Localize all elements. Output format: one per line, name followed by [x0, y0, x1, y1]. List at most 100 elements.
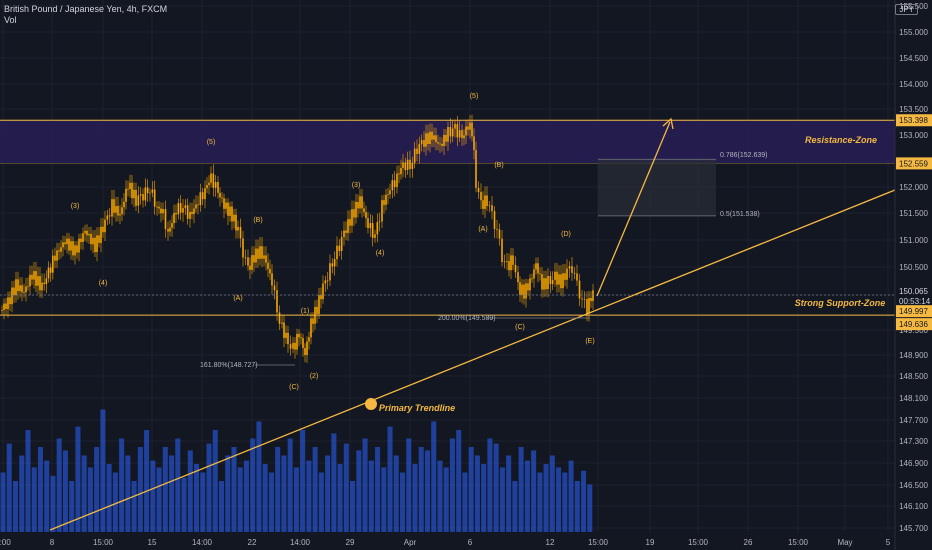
candle-body: [365, 212, 367, 219]
y-tick-label: 148.100: [899, 394, 928, 403]
candle-body: [23, 292, 25, 293]
currency-badge[interactable]: JPY: [895, 4, 918, 15]
candle-body: [556, 271, 558, 285]
candle-body: [123, 201, 125, 208]
volume-bar: [125, 455, 131, 532]
candle-body: [411, 162, 414, 170]
volume-bar: [81, 455, 87, 532]
candle-body: [229, 206, 231, 216]
y-tick-label: 154.500: [899, 54, 928, 63]
candle-body: [214, 182, 217, 188]
volume-bar: [574, 481, 580, 532]
candle-body: [235, 214, 237, 231]
volume-bar: [31, 467, 37, 532]
candle-body: [269, 268, 271, 274]
wave-label: (2): [310, 373, 319, 380]
candle-body: [324, 280, 327, 284]
tag-countdown-bg: [896, 295, 932, 307]
volume-bar: [581, 470, 587, 532]
volume-bar: [443, 467, 449, 532]
volume-bar: [300, 430, 306, 532]
volume-bar: [144, 430, 150, 532]
candle-body: [529, 278, 531, 291]
candle-body: [139, 194, 142, 196]
candle-body: [133, 189, 135, 199]
candle-body: [340, 237, 343, 252]
candle-body: [512, 255, 514, 265]
candle-body: [482, 200, 484, 209]
y-tick-label: 147.300: [899, 437, 928, 446]
candle-body: [385, 194, 387, 205]
candle-body: [471, 122, 473, 137]
fib-ext-label-1: 161.80%(148.727): [200, 362, 258, 369]
volume-bar: [206, 443, 212, 532]
candle-body: [458, 130, 461, 138]
volume-bar: [362, 438, 368, 532]
wave-label: (A): [233, 295, 242, 302]
candle-body: [27, 286, 29, 288]
candle-body: [294, 342, 296, 350]
candle-body: [276, 290, 278, 313]
candle-body: [184, 205, 187, 209]
candle-body: [353, 209, 355, 218]
candle-body: [125, 188, 127, 202]
candle-body: [255, 248, 257, 263]
volume-bar: [306, 460, 312, 532]
x-tick-label: 22: [248, 538, 257, 547]
candle-body: [74, 245, 76, 256]
time-axis[interactable]: 5:00 8 15:00 15 14:00 22 14:00 29 Apr 6 12 15:00 19 1…: [0, 538, 891, 547]
candle-body: [261, 246, 263, 259]
y-tick-label: 146.100: [899, 502, 928, 511]
candle-body: [523, 284, 525, 299]
candle-body: [249, 265, 251, 270]
volume-bar: [187, 450, 193, 532]
volume-bar: [506, 455, 512, 532]
candle-body: [564, 273, 566, 280]
volume-bar: [175, 438, 181, 532]
trendline-anchor-dot: [365, 398, 377, 410]
candle-body: [167, 229, 169, 232]
volume-bar: [218, 481, 225, 532]
primary-trendline: [49, 189, 896, 531]
candle-body: [333, 259, 336, 267]
candle-body: [578, 280, 581, 299]
fib-box: [598, 159, 716, 216]
candle-body: [267, 262, 269, 269]
candle-body: [418, 144, 421, 154]
fib-label-0786: 0.786(152.639): [720, 152, 767, 159]
y-tick-label: 147.700: [899, 416, 928, 425]
candle-body: [127, 188, 129, 190]
x-tick-label: 15:00: [93, 538, 114, 547]
fib-label-05: 0.5(151.538): [720, 211, 760, 218]
candle-body: [535, 263, 537, 270]
candle-body: [349, 219, 351, 226]
y-tick-label: 153.000: [899, 131, 928, 140]
candle-body: [454, 124, 456, 129]
volume-bar: [393, 455, 399, 532]
wave-label: (B): [494, 162, 503, 169]
candle-body: [338, 245, 341, 252]
candle-body: [171, 223, 173, 228]
candle-body: [251, 255, 253, 270]
volume-bar: [293, 467, 299, 532]
wave-label: (3): [352, 182, 361, 189]
candle-body: [477, 187, 480, 193]
x-tick-label: 26: [744, 538, 753, 547]
x-tick-label: 15:00: [688, 538, 709, 547]
volume-bar: [549, 455, 555, 532]
volume-bar: [212, 430, 218, 532]
price-axis[interactable]: 155.500 155.000 154.500 154.000 153.500 153.0…: [894, 0, 929, 550]
candle-body: [469, 122, 471, 130]
candle-body: [351, 209, 353, 226]
candle-body: [465, 126, 467, 136]
candle-body: [420, 140, 423, 145]
candle-body: [82, 233, 84, 243]
candle-body: [363, 208, 365, 213]
candle-body: [88, 233, 90, 236]
volume-bar: [12, 481, 19, 532]
candle-body: [1, 310, 3, 311]
volume-bar: [312, 447, 318, 532]
candle-body: [52, 255, 54, 273]
volume-bar: [162, 447, 168, 532]
